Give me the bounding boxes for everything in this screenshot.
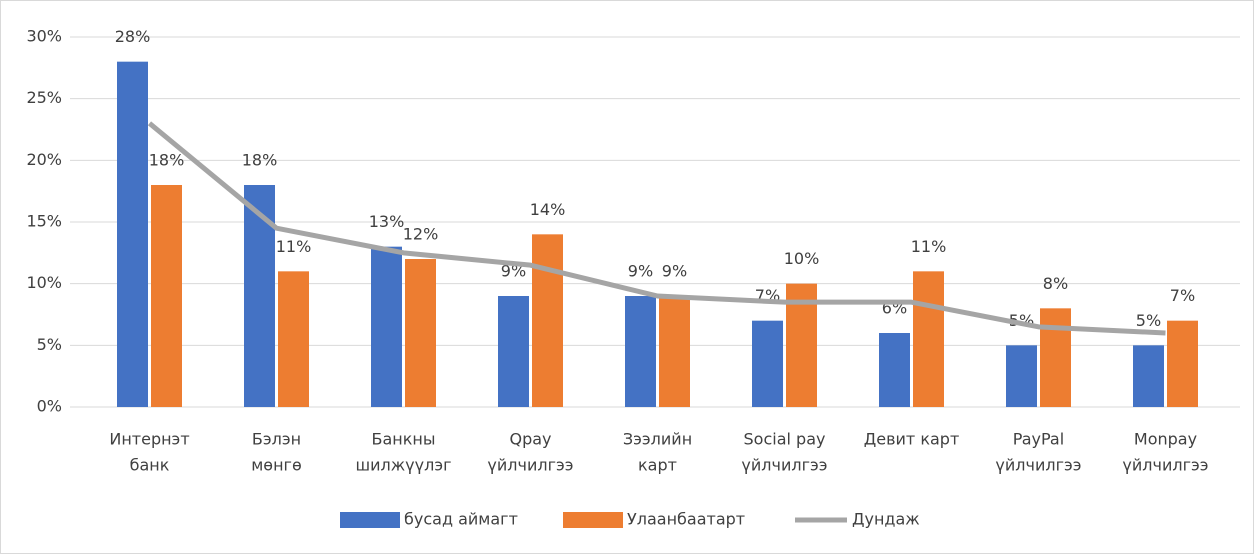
bar bbox=[405, 259, 436, 407]
x-tick-label: Зээлийн bbox=[623, 430, 692, 449]
bar bbox=[1167, 320, 1198, 407]
bar bbox=[913, 271, 944, 407]
x-tick-label: мөнгө bbox=[251, 456, 302, 475]
bar bbox=[879, 333, 910, 407]
bar bbox=[151, 185, 182, 407]
data-label: 13% bbox=[369, 212, 405, 231]
bar bbox=[1133, 345, 1164, 407]
x-tick-label: Бэлэн bbox=[252, 430, 301, 449]
x-tick-label: Monpay bbox=[1134, 430, 1197, 449]
x-tick-label: PayPal bbox=[1013, 430, 1064, 449]
x-tick-label: үйлчилгээ bbox=[487, 456, 573, 475]
x-tick-label: карт bbox=[638, 456, 677, 475]
bar bbox=[659, 296, 690, 407]
data-label: 18% bbox=[242, 151, 278, 170]
data-label: 8% bbox=[1043, 274, 1068, 293]
bar bbox=[1006, 345, 1037, 407]
y-tick-label: 5% bbox=[37, 335, 62, 354]
x-tick-label: үйлчилгээ bbox=[1122, 456, 1208, 475]
data-label: 11% bbox=[911, 237, 947, 256]
y-tick-label: 15% bbox=[26, 212, 62, 231]
bar bbox=[1040, 308, 1071, 407]
x-tick-label: үйлчилгээ bbox=[995, 456, 1081, 475]
data-label: 14% bbox=[530, 200, 566, 219]
legend-label: Дундаж bbox=[852, 510, 920, 529]
data-label: 9% bbox=[628, 262, 653, 281]
legend-label: бусад аймагт bbox=[404, 510, 518, 529]
y-tick-label: 30% bbox=[26, 27, 62, 46]
data-label: 7% bbox=[1170, 286, 1195, 305]
y-tick-label: 20% bbox=[26, 150, 62, 169]
y-tick-label: 25% bbox=[26, 88, 62, 107]
data-label: 11% bbox=[276, 237, 312, 256]
x-tick-label: Интернэт bbox=[109, 430, 189, 449]
bar bbox=[371, 246, 402, 407]
y-tick-label: 10% bbox=[26, 273, 62, 292]
legend-swatch bbox=[340, 512, 400, 528]
bar bbox=[278, 271, 309, 407]
x-tick-label: шилжүүлэг bbox=[355, 456, 451, 475]
data-label: 9% bbox=[662, 262, 687, 281]
bar bbox=[244, 185, 275, 407]
data-label: 10% bbox=[784, 249, 820, 268]
bar bbox=[752, 320, 783, 407]
bar bbox=[498, 296, 529, 407]
legend-swatch bbox=[563, 512, 623, 528]
x-tick-label: Банкны bbox=[372, 430, 436, 449]
x-tick-label: банк bbox=[130, 456, 170, 475]
x-tick-label: үйлчилгээ bbox=[741, 456, 827, 475]
data-label: 12% bbox=[403, 225, 439, 244]
x-tick-label: Social pay bbox=[744, 430, 826, 449]
data-label: 28% bbox=[115, 27, 151, 46]
line bbox=[147, 121, 1166, 336]
data-label: 18% bbox=[149, 151, 185, 170]
data-label: 5% bbox=[1136, 311, 1161, 330]
x-tick-label: Девит карт bbox=[864, 430, 960, 449]
bar bbox=[532, 234, 563, 407]
bar bbox=[625, 296, 656, 407]
x-tick-label: Qpay bbox=[509, 430, 551, 449]
y-tick-label: 0% bbox=[37, 397, 62, 416]
legend-label: Улаанбаатарт bbox=[627, 510, 745, 529]
bar bbox=[117, 61, 148, 408]
